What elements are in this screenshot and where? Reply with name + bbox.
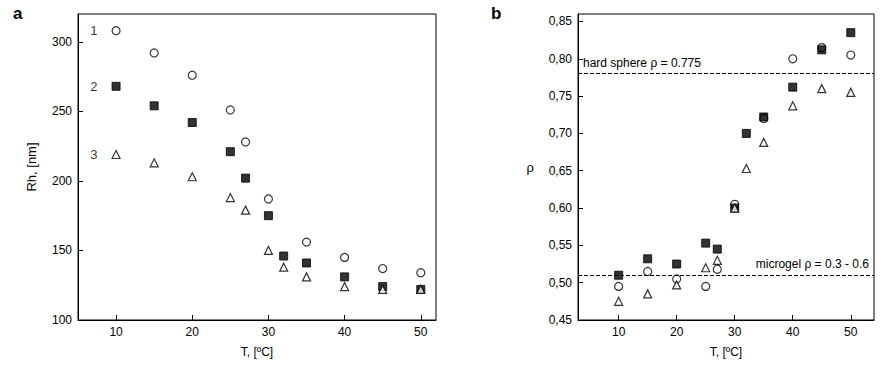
svg-text:0,80: 0,80 [549,52,573,66]
svg-text:250: 250 [52,104,72,118]
svg-text:100: 100 [52,313,72,327]
svg-text:40: 40 [786,325,800,339]
svg-text:10: 10 [109,325,123,339]
svg-text:0,75: 0,75 [549,89,573,103]
svg-text:300: 300 [52,35,72,49]
svg-text:1: 1 [90,23,97,38]
svg-text:0,60: 0,60 [549,201,573,215]
svg-text:50: 50 [414,325,428,339]
svg-text:30: 30 [262,325,276,339]
svg-text:Rh, [nm]: Rh, [nm] [24,142,39,191]
svg-text:T, [ºC]: T, [ºC] [241,345,273,359]
svg-text:0,55: 0,55 [549,238,573,252]
svg-text:10: 10 [612,325,626,339]
svg-text:0,85: 0,85 [549,14,573,28]
svg-text:hard sphere ρ = 0.775: hard sphere ρ = 0.775 [583,56,701,70]
svg-text:ρ: ρ [527,160,534,175]
svg-text:b: b [491,4,501,23]
svg-text:microgel ρ = 0.3 - 0.6: microgel ρ = 0.3 - 0.6 [756,257,870,271]
svg-text:20: 20 [186,325,200,339]
svg-text:a: a [13,4,23,23]
svg-text:0,45: 0,45 [549,313,573,327]
svg-text:200: 200 [52,174,72,188]
svg-text:150: 150 [52,243,72,257]
svg-text:2: 2 [90,79,97,94]
svg-text:T, [ºC]: T, [ºC] [710,345,742,359]
svg-text:50: 50 [844,325,858,339]
svg-text:0,50: 0,50 [549,276,573,290]
svg-text:0,65: 0,65 [549,164,573,178]
svg-text:0,70: 0,70 [549,126,573,140]
svg-text:20: 20 [670,325,684,339]
svg-text:30: 30 [728,325,742,339]
svg-text:40: 40 [338,325,352,339]
svg-text:3: 3 [90,147,97,162]
